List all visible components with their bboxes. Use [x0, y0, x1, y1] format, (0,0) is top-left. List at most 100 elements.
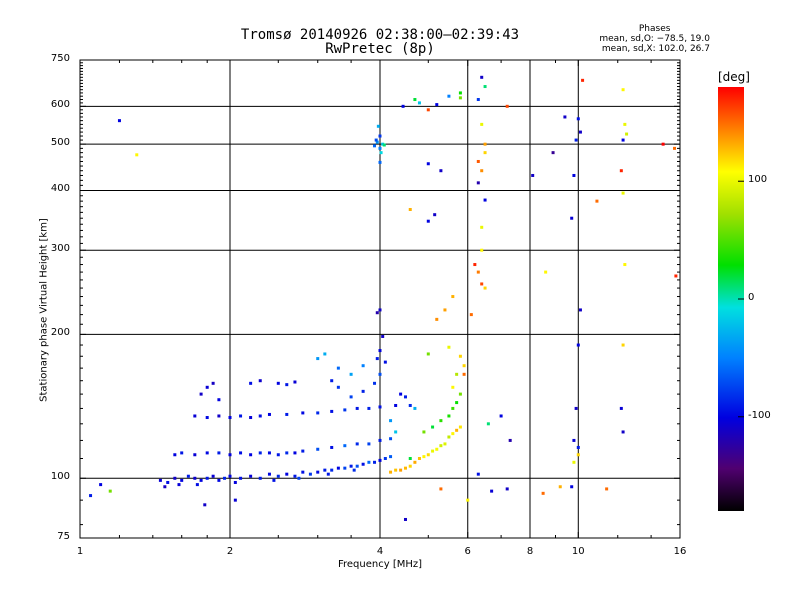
data-point: [572, 173, 576, 177]
data-point: [551, 151, 555, 155]
y-tick-label: 500: [50, 137, 70, 149]
data-point: [447, 414, 451, 418]
data-point: [285, 412, 289, 416]
data-point: [343, 444, 347, 448]
data-point: [378, 405, 382, 409]
data-point: [403, 517, 407, 521]
data-point: [476, 98, 480, 102]
data-point: [285, 383, 289, 387]
data-point: [297, 476, 301, 480]
data-point: [285, 451, 289, 455]
data-point: [581, 78, 585, 82]
data-point: [621, 191, 625, 195]
data-point: [483, 142, 487, 146]
data-point: [378, 134, 382, 138]
data-point: [572, 438, 576, 442]
data-point: [293, 451, 297, 455]
data-point: [373, 460, 377, 464]
data-point: [389, 419, 393, 423]
data-point: [389, 437, 393, 441]
data-point: [455, 428, 459, 432]
data-point: [375, 140, 379, 144]
data-point: [476, 159, 480, 163]
data-point: [383, 456, 387, 460]
data-point: [267, 451, 271, 455]
data-point: [367, 442, 371, 446]
data-point: [228, 416, 232, 420]
data-point: [480, 282, 484, 286]
data-point: [249, 474, 253, 478]
data-point: [205, 476, 209, 480]
data-point: [439, 419, 443, 423]
data-point: [621, 88, 625, 92]
x-tick-label: 16: [673, 546, 687, 557]
data-point: [336, 466, 340, 470]
data-point: [403, 466, 407, 470]
data-point: [451, 385, 455, 389]
chart-subtitle: RwPretec (8p): [325, 41, 435, 57]
data-point: [378, 372, 382, 376]
data-point: [408, 456, 412, 460]
data-point: [389, 470, 393, 474]
data-point: [435, 103, 439, 107]
data-point: [361, 364, 365, 368]
data-point: [367, 460, 371, 464]
data-point: [426, 108, 430, 112]
data-point: [285, 472, 289, 476]
data-point: [195, 483, 199, 487]
data-point: [426, 162, 430, 166]
data-point: [621, 343, 625, 347]
data-point: [180, 478, 184, 482]
x-tick-label: 2: [226, 546, 234, 557]
data-point: [163, 485, 167, 489]
data-point: [578, 308, 582, 312]
data-point: [203, 503, 207, 507]
data-point: [623, 263, 627, 267]
data-point: [394, 468, 398, 472]
data-point: [431, 425, 435, 429]
data-point: [272, 478, 276, 482]
data-point: [458, 96, 462, 100]
data-point: [417, 101, 421, 105]
data-point: [228, 453, 232, 457]
data-point: [193, 453, 197, 457]
data-point: [173, 476, 177, 480]
data-point: [383, 360, 387, 364]
data-point: [228, 474, 232, 478]
data-point: [326, 472, 330, 476]
data-point: [374, 138, 378, 142]
x-tick-label: 10: [571, 546, 585, 557]
data-point: [458, 91, 462, 95]
data-point: [576, 117, 580, 121]
data-point: [249, 416, 253, 420]
data-point: [378, 146, 382, 150]
data-point: [258, 451, 262, 455]
data-point: [401, 104, 405, 108]
data-point: [330, 445, 334, 449]
data-point: [458, 354, 462, 358]
data-point: [455, 372, 459, 376]
data-point: [239, 414, 243, 418]
data-point: [301, 470, 305, 474]
data-point: [625, 132, 629, 136]
data-point: [574, 406, 578, 410]
data-point: [447, 345, 451, 349]
y-tick-label: 200: [50, 327, 70, 339]
data-point: [466, 498, 470, 502]
data-point: [379, 151, 383, 155]
data-point: [276, 453, 280, 457]
x-axis-label: Frequency [MHz]: [337, 559, 423, 570]
data-point: [469, 313, 473, 317]
data-point: [186, 474, 190, 478]
data-point: [217, 398, 221, 402]
data-point: [239, 476, 243, 480]
data-point: [301, 411, 305, 415]
data-point: [323, 352, 327, 356]
colorbar-tick-label: -100: [748, 409, 771, 421]
chart-title: Tromsø 20140926 02:38:00–02:39:43: [240, 27, 520, 43]
data-point: [217, 414, 221, 418]
data-point: [447, 435, 451, 439]
data-point: [343, 466, 347, 470]
data-point: [378, 438, 382, 442]
data-point: [173, 453, 177, 457]
